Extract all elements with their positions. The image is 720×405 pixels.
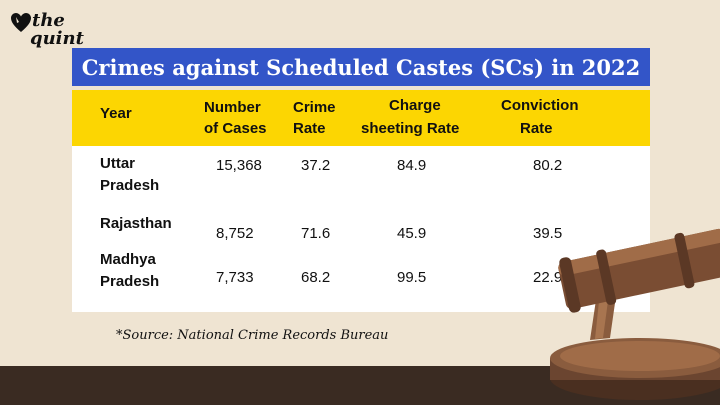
row-2-charge-rate: 45.9: [397, 225, 427, 242]
source-note: *Source: National Crime Records Bureau: [116, 328, 389, 343]
brand-logo: the quint: [10, 8, 84, 58]
header-cases-line-1: Number: [204, 99, 261, 116]
row-1-state-line-2: Pradesh: [100, 177, 160, 194]
header-crime-rate-line-2: Rate: [293, 120, 326, 137]
header-conviction-line-2: Rate: [520, 120, 553, 137]
header-crime-rate-line-1: Crime: [293, 99, 336, 116]
header-cases-line-2: of Cases: [204, 120, 267, 137]
row-1-state-line-1: Uttar: [100, 155, 136, 172]
table-header: Year Number of Cases Crime Rate Charge s…: [72, 90, 650, 146]
row-2-cases: 8,752: [216, 225, 254, 242]
row-3-state-line-2: Pradesh: [100, 273, 160, 290]
data-table: Year Number of Cases Crime Rate Charge s…: [72, 90, 650, 312]
gavel-icon: [550, 228, 720, 400]
header-charge-line-2: sheeting Rate: [361, 120, 460, 137]
row-3-crime-rate: 68.2: [301, 269, 331, 286]
brand-line-1: the: [32, 10, 65, 31]
row-3-state-line-1: Madhya: [100, 251, 156, 268]
heart-icon: [11, 13, 31, 32]
row-3-charge-rate: 99.5: [397, 269, 427, 286]
row-3-conviction-rate: 22.9: [533, 269, 563, 286]
row-2-conviction-rate: 39.5: [533, 225, 563, 242]
row-1-crime-rate: 37.2: [301, 157, 331, 174]
row-1-charge-rate: 84.9: [397, 157, 427, 174]
brand-line-2: quint: [30, 28, 84, 49]
row-2-crime-rate: 71.6: [301, 225, 331, 242]
header-conviction-line-1: Conviction: [501, 97, 579, 114]
header-charge-line-1: Charge: [389, 97, 441, 114]
page-title: Crimes against Scheduled Castes (SCs) in…: [81, 54, 641, 80]
title-banner: Crimes against Scheduled Castes (SCs) in…: [72, 48, 650, 86]
row-2-state-line-1: Rajasthan: [100, 215, 172, 232]
row-1-conviction-rate: 80.2: [533, 157, 563, 174]
row-1-cases: 15,368: [216, 157, 262, 174]
row-3-cases: 7,733: [216, 269, 254, 286]
header-year: Year: [100, 105, 132, 122]
